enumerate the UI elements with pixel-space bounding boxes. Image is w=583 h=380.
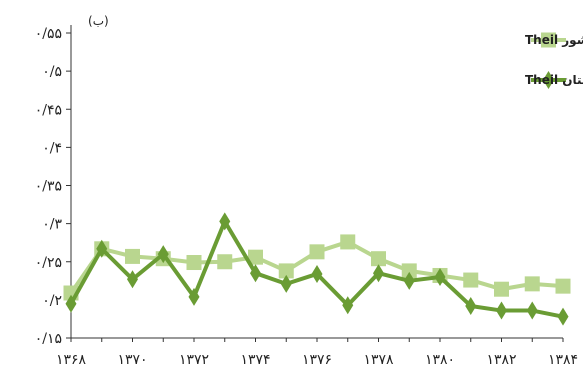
y-tick-label: ۰/۵ — [42, 64, 62, 80]
y-tick-label: ۰/۳۵ — [35, 179, 62, 195]
series-2-point — [188, 287, 200, 306]
y-axis-ticks: ۰/۱۵ ۰/۲ ۰/۲۵ ۰/۳ ۰/۳۵ ۰/۴ ۰/۴۵ ۰/۵ ۰/۵۵ — [35, 26, 71, 347]
chart-axes — [70, 25, 563, 339]
series-2-point — [127, 270, 138, 289]
series-2-point — [280, 274, 292, 293]
series-1-point — [340, 234, 356, 250]
x-tick-label: ۱۳۸۰ — [425, 352, 455, 368]
panel-label: (ب) — [88, 14, 109, 28]
x-tick-label: ۱۳۸۴ — [548, 352, 578, 368]
x-tick-label: ۱۳۷۸ — [363, 352, 394, 368]
series-2-point — [65, 294, 77, 313]
y-tick-label: ۰/۴ — [42, 140, 62, 156]
series-2-point — [250, 264, 261, 283]
series-2-point — [526, 301, 538, 320]
series-1-point — [494, 281, 509, 297]
series-1-point — [309, 244, 325, 260]
series-2 — [65, 212, 569, 326]
x-tick-label: ۱۳۷۴ — [240, 352, 270, 368]
series-1-point — [401, 263, 417, 279]
x-tick-label: ۱۳۷۰ — [117, 352, 147, 368]
legend-swatch-marker — [541, 32, 556, 48]
y-tick-label: ۰/۳ — [42, 217, 62, 233]
series-1-point — [463, 272, 479, 288]
y-tick-label: ۰/۲۵ — [35, 255, 62, 271]
series-2-point — [96, 239, 108, 258]
series-2-point — [373, 264, 384, 283]
series-2-point — [311, 264, 323, 283]
x-tick-label: ۱۳۶۸ — [56, 352, 87, 368]
series-1-point — [186, 255, 202, 271]
legend-label: کشور Theil — [525, 33, 583, 48]
series-2-point — [557, 307, 569, 326]
y-tick-label: ۰/۵۵ — [35, 26, 62, 42]
legend-label: استان Theil — [525, 73, 583, 87]
series-2-point — [157, 245, 169, 264]
x-tick-label: ۱۳۷۲ — [179, 352, 209, 368]
series-2-point — [496, 301, 507, 320]
series-1-point — [125, 248, 140, 264]
y-tick-label: ۰/۱۵ — [35, 331, 62, 347]
series-layer — [63, 212, 571, 326]
series-2-point — [403, 271, 415, 290]
series-1-point — [371, 251, 386, 267]
x-axis-ticks: ۱۳۶۸ ۱۳۷۰ ۱۳۷۲ ۱۳۷۴ ۱۳۷۶ ۱۳۷۸ ۱۳۸۰ ۱۳۸۲ ۱۳۸۴ — [56, 338, 578, 368]
series-2-point — [219, 212, 231, 231]
legend-swatch-marker — [543, 71, 554, 89]
series-1-point — [217, 254, 233, 270]
series-1-point — [248, 249, 263, 265]
series-1-point — [524, 276, 540, 292]
series-1-point — [555, 278, 571, 294]
series-2-point — [342, 296, 354, 315]
x-tick-label: ۱۳۷۶ — [302, 352, 332, 368]
x-tick-label: ۱۳۸۲ — [486, 352, 516, 368]
y-tick-label: ۰/۴۵ — [35, 102, 62, 118]
series-2-point — [465, 296, 477, 315]
y-tick-label: ۰/۲ — [42, 293, 62, 309]
legend: کشور Theil استان Theil — [525, 32, 583, 89]
series-2-point — [434, 268, 446, 286]
series-1-point — [278, 263, 294, 279]
legend-item-1: کشور Theil — [525, 32, 583, 48]
legend-item-2: استان Theil — [525, 71, 583, 89]
